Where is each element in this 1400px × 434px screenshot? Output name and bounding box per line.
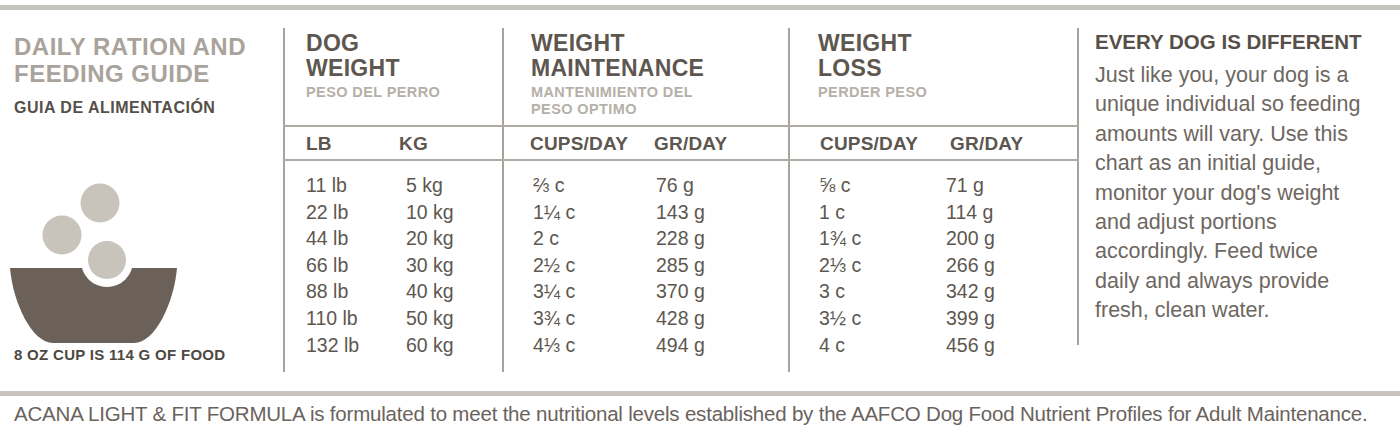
table-cell: 22 lb: [306, 199, 359, 226]
table-cell: 60 kg: [406, 332, 454, 359]
table-column-kg: 5 kg10 kg20 kg30 kg40 kg50 kg60 kg: [406, 172, 454, 358]
table-column-maintenance-gr: 76 g143 g228 g285 g370 g428 g494 g: [656, 172, 705, 358]
table-divider-loss: [788, 28, 790, 372]
table-divider-right: [1077, 28, 1079, 345]
table-cell: 110 lb: [306, 305, 359, 332]
column-header-maintenance-cups: CUPS/DAY: [530, 133, 628, 155]
column-header-lb: LB: [306, 133, 332, 155]
table-cell: 66 lb: [306, 252, 359, 279]
column-header-loss-gr: GR/DAY: [950, 133, 1023, 155]
table-cell: 3½ c: [819, 305, 861, 332]
table-cell: 132 lb: [306, 332, 359, 359]
advice-body: Just like you, your dog is a unique indi…: [1095, 61, 1400, 326]
aafco-statement: ACANA LIGHT & FIT FORMULA is formulated …: [14, 402, 1400, 426]
table-column-loss-gr: 71 g114 g200 g266 g342 g399 g456 g: [946, 172, 995, 358]
table-cell: ⅔ c: [533, 172, 575, 199]
advice-heading: EVERY DOG IS DIFFERENT: [1095, 30, 1362, 54]
table-cell: 399 g: [946, 305, 995, 332]
table-cell: 50 kg: [406, 305, 454, 332]
table-cell: 342 g: [946, 278, 995, 305]
table-cell: 3¼ c: [533, 278, 575, 305]
section-subtitle-dog-weight: PESO DEL PERRO: [306, 84, 440, 101]
table-cell: 428 g: [656, 305, 705, 332]
table-cell: 456 g: [946, 332, 995, 359]
table-cell: 5 kg: [406, 172, 454, 199]
table-cell: 3¾ c: [533, 305, 575, 332]
table-cell: 4 c: [819, 332, 861, 359]
cup-measure-note: 8 OZ CUP IS 114 G OF FOOD: [14, 346, 225, 363]
table-cell: 494 g: [656, 332, 705, 359]
table-cell: 30 kg: [406, 252, 454, 279]
section-subtitle-weight-loss: PERDER PESO: [818, 84, 927, 101]
kibble-dot-2: [43, 216, 82, 255]
table-divider-left: [283, 28, 285, 372]
table-cell: 76 g: [656, 172, 705, 199]
column-header-rule: [283, 159, 1079, 161]
table-cell: 4⅓ c: [533, 332, 575, 359]
kibble-dot-1: [81, 184, 120, 223]
section-title-weight-maintenance: WEIGHT MAINTENANCE: [531, 31, 704, 81]
section-subtitle-weight-maintenance: MANTENIMIENTO DEL PESO OPTIMO: [531, 84, 693, 118]
table-cell: 200 g: [946, 225, 995, 252]
table-cell: 2⅓ c: [819, 252, 861, 279]
table-cell: 20 kg: [406, 225, 454, 252]
table-cell: 10 kg: [406, 199, 454, 226]
table-column-loss-cups: ⅝ c1 c1¾ c2⅓ c3 c3½ c4 c: [819, 172, 861, 358]
guide-subtitle-spanish: GUIA DE ALIMENTACIÓN: [14, 99, 215, 117]
bottom-divider: [0, 391, 1400, 396]
section-title-dog-weight: DOG WEIGHT: [306, 31, 400, 81]
table-cell: 1¾ c: [819, 225, 861, 252]
table-cell: 266 g: [946, 252, 995, 279]
table-cell: 370 g: [656, 278, 705, 305]
table-cell: 11 lb: [306, 172, 359, 199]
top-divider: [0, 5, 1400, 10]
table-cell: 3 c: [819, 278, 861, 305]
table-cell: 88 lb: [306, 278, 359, 305]
table-cell: 40 kg: [406, 278, 454, 305]
table-cell: 285 g: [656, 252, 705, 279]
guide-title: DAILY RATION AND FEEDING GUIDE: [14, 33, 246, 87]
table-cell: 228 g: [656, 225, 705, 252]
table-cell: ⅝ c: [819, 172, 861, 199]
column-header-kg: KG: [399, 133, 428, 155]
header-rule: [283, 125, 1079, 127]
dog-food-bowl-icon: [8, 180, 193, 350]
kibble-dot-3: [88, 241, 126, 279]
section-title-weight-loss: WEIGHT LOSS: [818, 31, 912, 81]
table-cell: 114 g: [946, 199, 995, 226]
feeding-guide-panel: DAILY RATION AND FEEDING GUIDE GUIA DE A…: [0, 0, 1400, 434]
column-header-loss-cups: CUPS/DAY: [820, 133, 918, 155]
table-divider-maintenance: [502, 28, 504, 372]
table-cell: 44 lb: [306, 225, 359, 252]
column-header-maintenance-gr: GR/DAY: [654, 133, 727, 155]
table-cell: 2 c: [533, 225, 575, 252]
table-cell: 1¼ c: [533, 199, 575, 226]
table-cell: 1 c: [819, 199, 861, 226]
table-cell: 143 g: [656, 199, 705, 226]
table-cell: 71 g: [946, 172, 995, 199]
table-column-maintenance-cups: ⅔ c1¼ c2 c2½ c3¼ c3¾ c4⅓ c: [533, 172, 575, 358]
table-column-lb: 11 lb22 lb44 lb66 lb88 lb110 lb132 lb: [306, 172, 359, 358]
table-cell: 2½ c: [533, 252, 575, 279]
